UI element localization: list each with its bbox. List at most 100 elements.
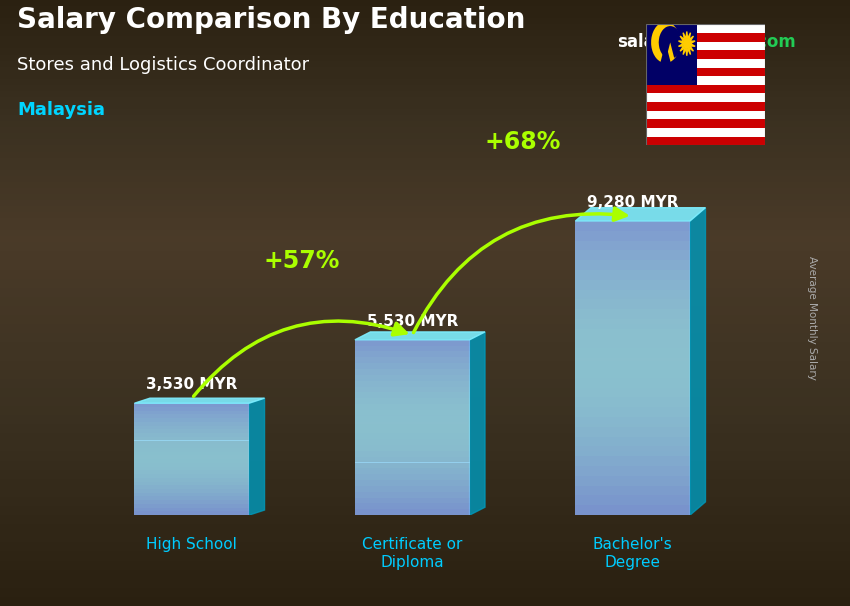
Bar (0, 24, 850, 30)
Bar (355, 427, 469, 433)
Bar (646, 33, 765, 42)
Bar (0, 406, 850, 415)
Text: 5,530 MYR: 5,530 MYR (366, 314, 458, 328)
Bar (134, 504, 249, 508)
Bar (0, 306, 850, 315)
Bar (0, 370, 850, 379)
Bar (0, 479, 850, 488)
Bar (134, 444, 249, 448)
Bar (134, 455, 249, 459)
Bar (575, 309, 690, 319)
Bar (575, 476, 690, 485)
Bar (0, 236, 850, 242)
Bar (0, 206, 850, 212)
Bar (355, 509, 469, 515)
Text: 3,530 MYR: 3,530 MYR (146, 377, 237, 392)
Bar (646, 137, 765, 145)
Bar (575, 398, 690, 407)
Bar (355, 398, 469, 404)
Bar (134, 429, 249, 433)
Bar (355, 445, 469, 451)
Bar (575, 388, 690, 398)
Bar (0, 497, 850, 506)
Bar (355, 474, 469, 480)
Bar (134, 489, 249, 493)
Bar (134, 448, 249, 451)
Bar (646, 119, 765, 128)
Bar (575, 221, 690, 231)
Bar (134, 493, 249, 496)
Bar (0, 230, 850, 236)
Bar (0, 279, 850, 288)
Bar (355, 433, 469, 439)
Bar (0, 242, 850, 251)
Bar (134, 437, 249, 441)
Bar (575, 250, 690, 260)
Bar (0, 188, 850, 194)
Bar (575, 329, 690, 339)
Bar (134, 478, 249, 482)
Bar (646, 50, 765, 59)
Bar (134, 425, 249, 429)
Bar (0, 139, 850, 145)
Polygon shape (678, 32, 695, 56)
Bar (0, 324, 850, 333)
Bar (575, 407, 690, 417)
Bar (575, 456, 690, 466)
Bar (355, 363, 469, 369)
Bar (0, 67, 850, 73)
Bar (646, 93, 765, 102)
Bar (0, 85, 850, 91)
Bar (355, 358, 469, 363)
Text: Bachelor's
Degree: Bachelor's Degree (592, 538, 672, 570)
Bar (134, 407, 249, 411)
Text: 9,280 MYR: 9,280 MYR (587, 195, 678, 210)
Text: High School: High School (146, 538, 237, 552)
Bar (0, 288, 850, 297)
Bar (575, 368, 690, 378)
Bar (355, 340, 469, 345)
Bar (134, 451, 249, 456)
Bar (134, 433, 249, 437)
Bar (0, 424, 850, 433)
Bar (355, 404, 469, 410)
Bar (134, 511, 249, 515)
Bar (575, 319, 690, 329)
Bar (0, 200, 850, 206)
Polygon shape (355, 332, 485, 340)
Bar (0, 315, 850, 324)
Bar (575, 427, 690, 437)
Bar (0, 115, 850, 121)
Polygon shape (690, 208, 706, 515)
Bar (134, 467, 249, 470)
Bar (0, 579, 850, 588)
Bar (355, 451, 469, 457)
Bar (0, 588, 850, 597)
Bar (646, 111, 765, 119)
Bar (0, 506, 850, 515)
Bar (134, 403, 249, 407)
Bar (0, 297, 850, 306)
Bar (0, 121, 850, 127)
Bar (0, 158, 850, 164)
Bar (0, 170, 850, 176)
Bar (0, 55, 850, 61)
Bar (0, 30, 850, 36)
Bar (646, 85, 765, 93)
Bar (355, 486, 469, 491)
Bar (0, 218, 850, 224)
Bar (575, 417, 690, 427)
Bar (575, 437, 690, 447)
Bar (575, 485, 690, 496)
Bar (355, 439, 469, 445)
Bar (0, 551, 850, 561)
Bar (134, 422, 249, 425)
Bar (0, 261, 850, 270)
Bar (575, 231, 690, 241)
Bar (575, 260, 690, 270)
Bar (0, 6, 850, 12)
Text: Malaysia: Malaysia (17, 101, 105, 119)
Bar (355, 491, 469, 498)
Bar (0, 61, 850, 67)
Bar (575, 358, 690, 368)
